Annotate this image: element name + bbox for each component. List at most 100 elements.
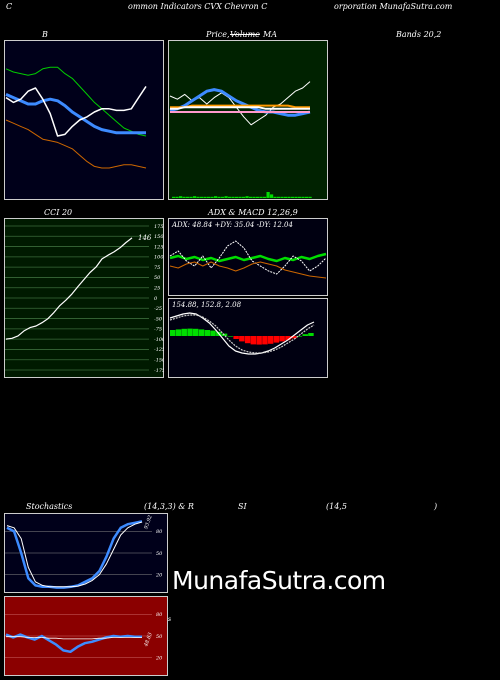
- stoch-title: Stochastics: [26, 502, 73, 511]
- cci-tick-label: -175: [154, 368, 164, 374]
- cci-panel: 175 150 125 100 75 50 25 0 -25 -50 -75 -100 -125 -150…: [4, 218, 164, 378]
- volume-bar: [179, 196, 183, 198]
- cci-tick-label: -150: [154, 358, 164, 364]
- volume-bar: [235, 196, 239, 198]
- volume-title: Volume: [230, 30, 260, 39]
- rsi-params-close: ): [434, 502, 438, 511]
- bollinger-panel: [4, 40, 164, 200]
- macd-histogram-bar: [239, 336, 245, 342]
- macd-signal-line: [169, 314, 315, 354]
- rsi-ref-line: [6, 636, 142, 640]
- volume-bar: [186, 196, 190, 198]
- macd-histogram-bar: [256, 336, 262, 345]
- price-panel: [168, 40, 328, 200]
- cci-tick-label: -125: [154, 347, 164, 353]
- macd-histogram-bar: [187, 328, 193, 336]
- cci-tick-label: -50: [154, 316, 163, 322]
- bands-title: Bands 20,2: [396, 30, 442, 39]
- rsi-panel: 80 50 20 48.83: [4, 596, 168, 676]
- macd-histogram-bar: [170, 330, 176, 336]
- adx-panel: ADX: 48.84 +DY: 35.04 -DY: 12.04: [168, 218, 328, 296]
- volume-bar: [238, 196, 242, 198]
- macd-histogram-bar: [308, 333, 314, 336]
- volume-bar: [280, 196, 284, 198]
- volume-bar: [298, 196, 302, 198]
- stoch-tick-label: 80: [156, 529, 163, 535]
- macd-histogram-bar: [273, 336, 280, 343]
- macd-panel: 154.88, 152.8, 2.08: [168, 298, 328, 378]
- volume-bar: [270, 194, 274, 198]
- cci-tick-label: 0: [154, 296, 158, 302]
- volume-bar: [284, 196, 288, 198]
- volume-bar: [266, 192, 270, 198]
- macd-chart: 154.88, 152.8, 2.08: [168, 298, 328, 378]
- rsi-last-value: 48.83: [143, 632, 154, 648]
- rsi-marker: s: [168, 616, 172, 623]
- macd-histogram-bar: [267, 336, 274, 344]
- price-ma-orange-line: [170, 104, 310, 109]
- macd-histogram-bar: [198, 329, 205, 336]
- volume-bar: [203, 196, 207, 198]
- cci-tick-label: -75: [154, 327, 162, 333]
- volume-bar: [189, 196, 193, 198]
- macd-histogram-bar: [279, 336, 285, 342]
- bollinger-upper-line: [5, 66, 147, 137]
- rsi-title: SI: [238, 502, 247, 511]
- volume-bar: [259, 196, 263, 198]
- volume-bar: [245, 196, 249, 198]
- cci-tick-label: 75: [154, 265, 160, 271]
- cci-title: CCI 20: [44, 208, 73, 217]
- cci-line: [5, 237, 133, 340]
- volume-bar: [305, 196, 309, 198]
- volume-bar: [291, 196, 295, 198]
- ma-title: MA: [263, 30, 277, 39]
- stochastics-chart: 80 50 20 93.92: [4, 513, 168, 593]
- cci-tick-label: 25: [153, 286, 160, 292]
- volume-bar: [172, 196, 176, 198]
- macd-histogram-bar: [285, 336, 291, 341]
- cci-tick-label: -25: [154, 306, 162, 312]
- rsi-tick-label: 80: [156, 612, 163, 618]
- adx-minus-di-line: [169, 261, 327, 279]
- volume-bar: [196, 196, 200, 198]
- stoch-d-line: [6, 521, 143, 588]
- bollinger-price-line: [5, 85, 147, 137]
- volume-bar: [182, 196, 186, 198]
- volume-bar: [231, 196, 235, 198]
- macd-histogram-bar: [250, 336, 257, 345]
- rsi-params: (14,5: [326, 502, 347, 511]
- volume-bar: [175, 196, 179, 198]
- stoch-panel: 80 50 20 93.92: [4, 513, 168, 593]
- volume-bar: [273, 196, 277, 198]
- macd-readout: 154.88, 152.8, 2.08: [172, 301, 242, 309]
- stoch-params: (14,3,3) & R: [144, 502, 194, 511]
- macd-histogram-bar: [227, 336, 234, 337]
- volume-bar: [210, 196, 214, 198]
- price-ma-chart: [168, 40, 328, 200]
- volume-bar: [224, 196, 228, 198]
- volume-bar: [287, 196, 291, 198]
- cci-tick-label: 100: [154, 255, 164, 261]
- macd-histogram-bar: [296, 336, 303, 337]
- volume-bar: [252, 196, 256, 198]
- bollinger-chart: [4, 40, 164, 200]
- macd-histogram-bar: [204, 330, 211, 336]
- cci-tick-label: 50: [154, 275, 161, 281]
- volume-bar: [242, 196, 246, 198]
- macd-histogram-bar: [233, 336, 239, 339]
- rsi-tick-label: 50: [156, 634, 163, 640]
- cci-tick-label: 150: [154, 234, 164, 240]
- adx-readout: ADX: 48.84 +DY: 35.04 -DY: 12.04: [171, 221, 293, 229]
- volume-bar: [193, 196, 197, 198]
- adx-macd-title: ADX & MACD 12,26,9: [208, 208, 298, 217]
- price-frame: [168, 40, 328, 200]
- stoch-tick-label: 50: [156, 551, 163, 557]
- volume-bar: [263, 196, 267, 198]
- volume-bar: [214, 196, 218, 198]
- bollinger-title: B: [42, 30, 48, 39]
- volume-bar: [200, 196, 204, 198]
- volume-bar: [249, 196, 253, 198]
- stoch-tick-label: 20: [155, 572, 163, 578]
- macd-histogram-bar: [210, 330, 216, 336]
- header-title-end: orporation MunafaSutra.com: [334, 2, 453, 11]
